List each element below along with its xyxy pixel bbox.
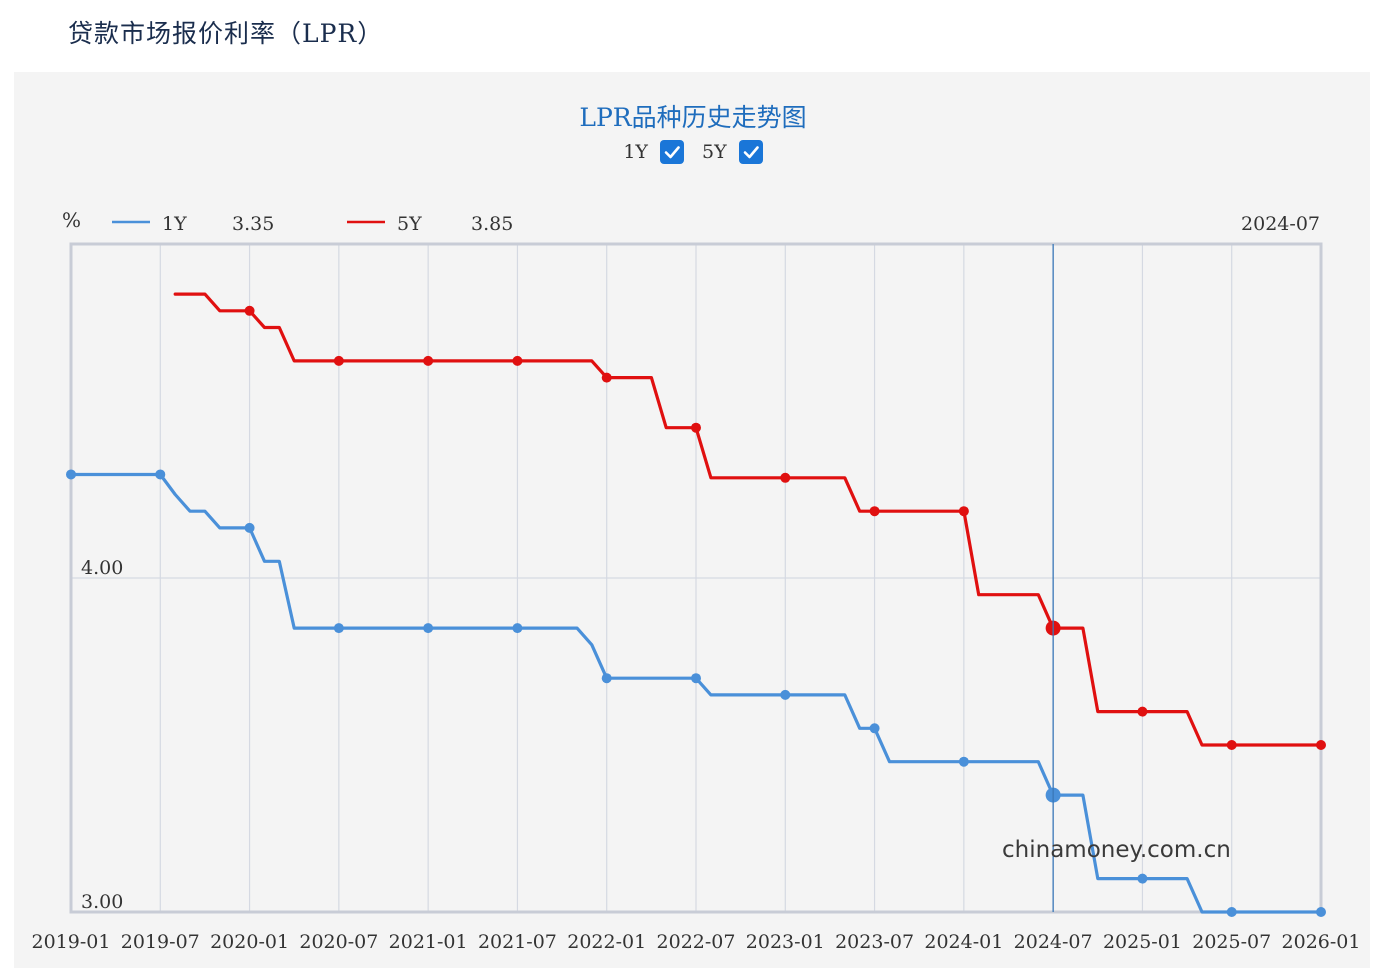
x-tick-label: 2019-07 — [121, 931, 200, 953]
series-layer — [66, 292, 1326, 917]
x-tick-label: 2020-07 — [299, 931, 378, 953]
checkbox-5y-checked-icon[interactable] — [738, 140, 763, 164]
toggle-5y-label: 5Y — [702, 141, 727, 163]
label-layer: 2019-01 2019-07 2020-01 2020-07 2021-01 2021-… — [32, 557, 1361, 953]
series-1y-point — [423, 623, 434, 634]
series-5y-point — [958, 506, 969, 517]
series-1y-point — [333, 623, 344, 634]
chart-panel — [14, 72, 1370, 968]
series-toggles: 1Y 5Y — [0, 140, 1386, 164]
series-5y-point — [423, 355, 434, 366]
readout-date: 2024-07 — [1241, 213, 1320, 235]
x-tick-label: 2024-07 — [1014, 931, 1093, 953]
legend-1y-name: 1Y — [162, 213, 187, 235]
series-5y-point — [780, 472, 791, 483]
x-tick-label: 2021-07 — [478, 931, 557, 953]
series-1y-point — [780, 689, 791, 700]
series-1y-point — [691, 673, 701, 684]
series-1y-point — [244, 522, 255, 533]
grid-layer — [70, 244, 1322, 913]
series-5y-point — [244, 305, 255, 316]
series-5y-point — [601, 372, 612, 383]
x-tick-label: 2019-01 — [32, 931, 111, 953]
series-1y-point — [601, 673, 612, 684]
toggle-1y[interactable]: 1Y — [623, 140, 684, 164]
x-tick-label: 2025-07 — [1192, 931, 1271, 953]
series-1y-point — [512, 623, 523, 634]
x-tick-label: 2024-01 — [924, 931, 1003, 953]
series-5y-point — [1316, 740, 1326, 750]
x-tick-label: 2022-01 — [567, 931, 646, 953]
x-tick-label: 2021-01 — [389, 931, 468, 953]
y-tick-label: 3.00 — [81, 891, 123, 913]
page-header: 贷款市场报价利率（LPR） — [68, 19, 384, 48]
x-tick-label: 2025-01 — [1103, 931, 1182, 953]
series-1y-point — [1226, 907, 1237, 917]
x-tick-label: 2023-07 — [835, 931, 914, 953]
series-1y-point — [66, 469, 76, 480]
series-1y-point — [1137, 873, 1148, 884]
y-tick-label: 4.00 — [81, 557, 123, 579]
toggle-1y-label: 1Y — [623, 141, 648, 163]
series-1y-point — [155, 469, 166, 480]
watermark: chinamoney.com.cn — [1002, 837, 1231, 863]
x-tick-label: 2026-01 — [1282, 931, 1361, 953]
series-5y-point — [869, 506, 880, 517]
series-1y-point — [869, 723, 880, 734]
toggle-5y[interactable]: 5Y — [702, 140, 763, 164]
x-tick-label: 2023-01 — [746, 931, 825, 953]
legend-5y-value: 3.85 — [471, 213, 513, 235]
series-1y-point — [958, 756, 969, 767]
unit-label: % — [62, 208, 81, 232]
series-5y-point — [1137, 706, 1148, 717]
plot-border — [69, 242, 1323, 914]
series-5y-point — [691, 422, 701, 433]
chart-title: LPR品种历史走势图 — [579, 103, 807, 132]
checkbox-1y-checked-icon[interactable] — [659, 140, 684, 164]
legend-5y-name: 5Y — [397, 213, 422, 235]
series-1y-point — [1316, 907, 1326, 917]
series-5y-point — [512, 355, 523, 366]
series-5y-line — [173, 292, 1323, 747]
x-tick-label: 2022-07 — [657, 931, 736, 953]
series-5y-point — [333, 355, 344, 366]
x-tick-label: 2020-01 — [210, 931, 289, 953]
legend-1y-value: 3.35 — [232, 213, 274, 235]
series-5y-point — [1226, 740, 1237, 750]
